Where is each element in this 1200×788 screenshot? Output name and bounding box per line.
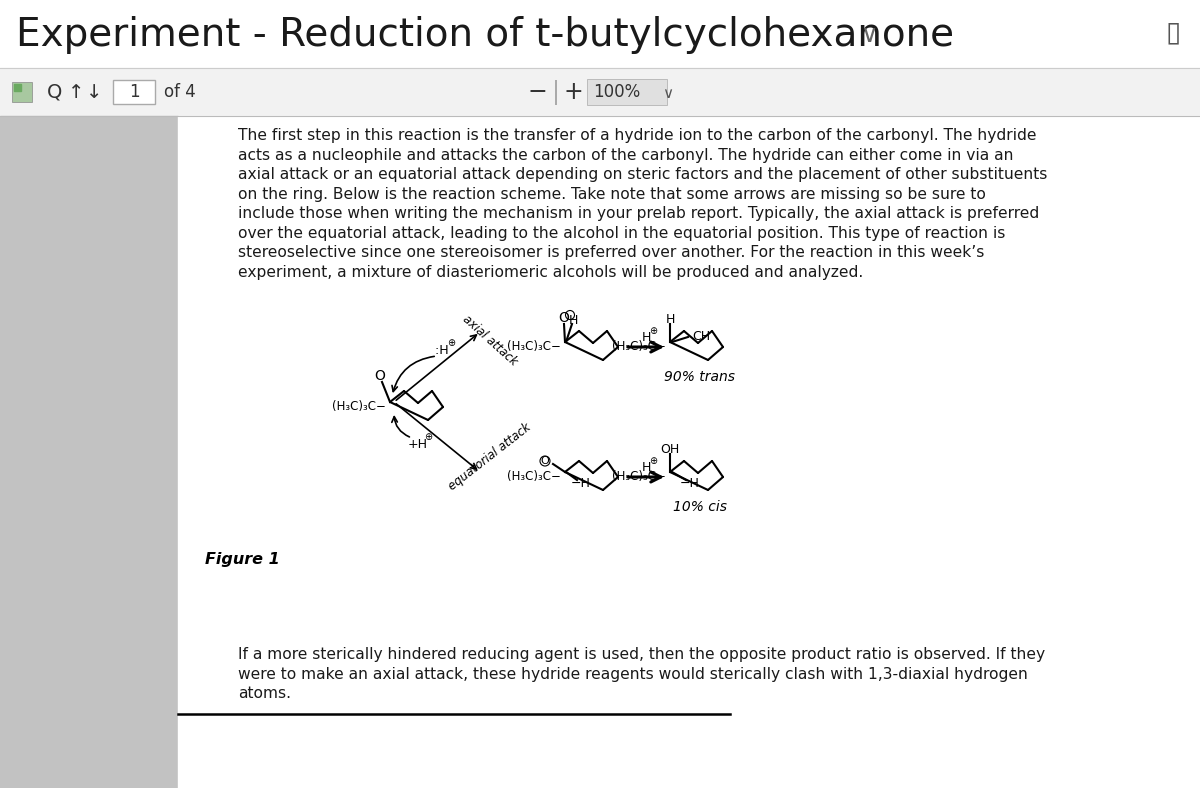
Text: equatorial attack: equatorial attack [446, 421, 534, 493]
Bar [14, 84, 22, 91]
Text: (H₃C)₃C−: (H₃C)₃C− [612, 470, 666, 482]
Text: O: O [541, 456, 550, 466]
Text: ∨: ∨ [862, 24, 878, 47]
Text: ↑: ↑ [68, 83, 84, 102]
Text: CH: CH [692, 329, 710, 343]
Text: ▯: ▯ [1165, 19, 1181, 46]
Text: 10% cis: 10% cis [673, 500, 727, 514]
Text: over the equatorial attack, leading to the alcohol in the equatorial position. T: over the equatorial attack, leading to t… [238, 225, 1006, 240]
Text: 1: 1 [128, 83, 139, 101]
Text: 100%: 100% [593, 83, 641, 101]
Bar [178, 116, 1200, 788]
Text: (H₃C)₃C−: (H₃C)₃C− [332, 400, 386, 412]
Text: H: H [569, 314, 577, 326]
Text: ⊕: ⊕ [649, 326, 658, 336]
Text: H: H [665, 313, 674, 325]
Text: −: − [527, 80, 547, 104]
Text: :​H: :​H [436, 344, 449, 356]
Text: −H: −H [680, 477, 700, 489]
Text: H: H [641, 330, 650, 344]
Text: ↓: ↓ [86, 83, 102, 102]
Text: 90% trans: 90% trans [665, 370, 736, 384]
Text: (H₃C)₃C−: (H₃C)₃C− [508, 340, 562, 352]
Text: ⊕: ⊕ [649, 456, 658, 466]
Text: atoms.: atoms. [238, 686, 292, 701]
Text: (H₃C)₃C−: (H₃C)₃C− [508, 470, 562, 482]
Text: (H₃C)₃C−: (H₃C)₃C− [612, 340, 666, 352]
Text: +: + [563, 80, 583, 104]
Text: If a more sterically hindered reducing agent is used, then the opposite product : If a more sterically hindered reducing a… [238, 647, 1045, 662]
Bar [0, 0, 1200, 68]
Text: |: | [552, 80, 560, 105]
Text: include those when writing the mechanism in your prelab report. Typically, the a: include those when writing the mechanism… [238, 206, 1039, 221]
Text: O: O [374, 369, 385, 383]
Text: on the ring. Below is the reaction scheme. Take note that some arrows are missin: on the ring. Below is the reaction schem… [238, 187, 986, 202]
Text: axial attack: axial attack [460, 312, 520, 368]
Bar [0, 68, 1200, 116]
Text: Q: Q [47, 83, 62, 102]
Text: H: H [641, 460, 650, 474]
Bar [587, 79, 667, 105]
Text: OH: OH [660, 443, 679, 455]
Text: acts as a nucleophile and attacks the carbon of the carbonyl. The hydride can ei: acts as a nucleophile and attacks the ca… [238, 147, 1014, 162]
Text: O: O [558, 311, 570, 325]
Text: The first step in this reaction is the transfer of a hydride ion to the carbon o: The first step in this reaction is the t… [238, 128, 1037, 143]
Text: experiment, a mixture of diasteriomeric alcohols will be produced and analyzed.: experiment, a mixture of diasteriomeric … [238, 265, 863, 280]
Text: were to make an axial attack, these hydride reagents would sterically clash with: were to make an axial attack, these hydr… [238, 667, 1028, 682]
Text: Experiment - Reduction of t-butylcyclohexanone: Experiment - Reduction of t-butylcyclohe… [16, 17, 954, 54]
Text: stereoselective since one stereoisomer is preferred over another. For the reacti: stereoselective since one stereoisomer i… [238, 245, 984, 260]
Text: ⊕: ⊕ [424, 432, 432, 442]
Text: ∨: ∨ [662, 86, 673, 101]
Text: Figure 1: Figure 1 [205, 552, 280, 567]
Bar [0, 116, 178, 788]
Text: ⊕: ⊕ [446, 338, 455, 348]
Text: axial attack or an equatorial attack depending on steric factors and the placeme: axial attack or an equatorial attack dep… [238, 167, 1048, 182]
Bar [12, 82, 32, 102]
Text: +H: +H [408, 437, 428, 451]
Text: −H: −H [571, 477, 590, 489]
Text: of 4: of 4 [164, 83, 196, 101]
Bar [113, 80, 155, 104]
